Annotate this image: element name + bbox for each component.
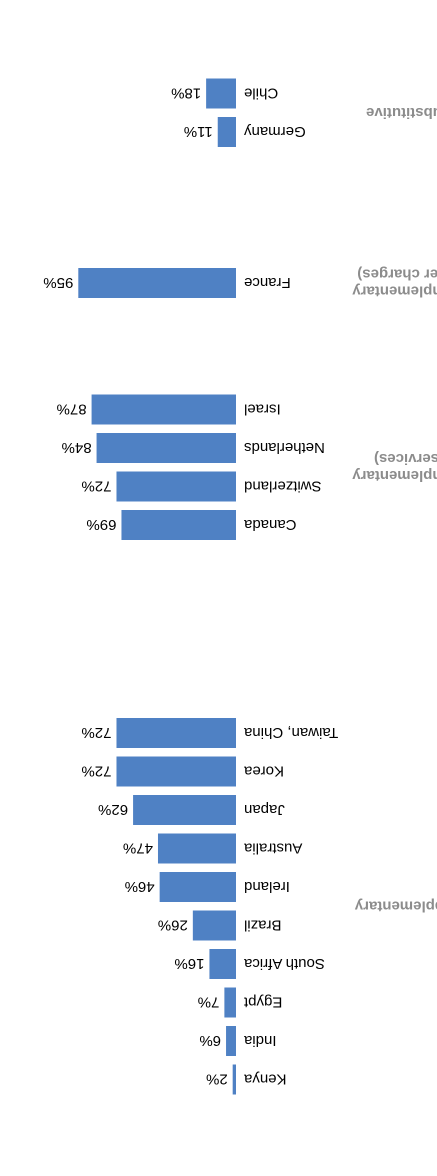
- plot-area: Kenya 2% India 6% Egypt 7% South Africa 16% Braz…: [43, 78, 437, 1095]
- bar-korea: [116, 756, 236, 787]
- value-label: 95%: [43, 274, 73, 291]
- group-label: Complementary(services): [352, 450, 437, 484]
- category-label: Israel: [244, 401, 281, 418]
- group-label-line: Substitutive: [366, 104, 437, 121]
- value-label: 18%: [171, 85, 201, 102]
- category-label: Korea: [243, 763, 284, 780]
- group-1: Canada 69% Switzerland 72% Netherlands 84% Isr…: [57, 394, 437, 540]
- value-label: 47%: [123, 840, 153, 857]
- category-label: South Africa: [243, 955, 325, 972]
- group-label-line: Complementary: [352, 467, 437, 484]
- value-label: 26%: [158, 917, 188, 934]
- group-0: Kenya 2% India 6% Egypt 7% South Africa 16% Braz…: [81, 718, 437, 1095]
- category-label: Canada: [243, 516, 296, 533]
- bar-netherlands: [96, 433, 236, 463]
- value-label: 72%: [81, 478, 111, 495]
- category-label: Egypt: [243, 994, 282, 1011]
- value-label: 46%: [125, 878, 155, 895]
- value-label: 72%: [81, 763, 111, 780]
- value-label: 87%: [57, 401, 87, 418]
- group-label-line: (services): [374, 450, 437, 467]
- bar-germany: [217, 117, 236, 147]
- group-3: Germany 11% Chile 18% Substitutive: [171, 78, 437, 147]
- category-label: Japan: [244, 801, 285, 818]
- value-label: 62%: [98, 801, 128, 818]
- value-label: 2%: [206, 1071, 228, 1088]
- category-label: Germany: [244, 123, 306, 140]
- bar-france: [78, 268, 236, 298]
- bar-canada: [121, 510, 236, 540]
- bar-japan: [133, 795, 236, 825]
- bar-chile: [206, 78, 236, 109]
- value-label: 84%: [62, 439, 92, 456]
- value-label: 16%: [174, 955, 204, 972]
- value-label: 11%: [184, 123, 213, 140]
- group-label-line: (user charges): [357, 266, 437, 283]
- category-label: Brazil: [244, 917, 282, 934]
- group-label-line: Complementary: [352, 283, 437, 300]
- group-2: France 95% Complementary(user charges): [43, 266, 437, 300]
- bar-ireland: [159, 872, 236, 902]
- category-label: Taiwan, China: [243, 724, 338, 741]
- category-label: Netherlands: [244, 439, 325, 456]
- bar-israel: [91, 394, 236, 425]
- category-label: Australia: [243, 840, 302, 857]
- group-label-line: Supplementary: [354, 897, 437, 914]
- bar-switzerland: [116, 471, 236, 502]
- value-label: 6%: [199, 1032, 221, 1049]
- category-label: France: [244, 274, 291, 291]
- category-label: Kenya: [243, 1071, 286, 1088]
- bar-taiwan-china: [116, 718, 236, 748]
- category-label: India: [243, 1032, 276, 1049]
- group-label: Complementary(user charges): [352, 266, 437, 300]
- bar-australia: [157, 833, 236, 864]
- bar-india: [226, 1026, 236, 1056]
- bar-egypt: [224, 987, 236, 1018]
- group-label: Substitutive: [366, 104, 437, 121]
- category-label: Ireland: [244, 878, 290, 895]
- bar-brazil: [192, 910, 236, 941]
- value-label: 72%: [81, 724, 111, 741]
- bar-kenya: [232, 1064, 236, 1095]
- group-label: Supplementary: [354, 897, 437, 914]
- category-label: Chile: [244, 85, 278, 102]
- bar-south-africa: [209, 949, 236, 979]
- value-label: 7%: [198, 994, 220, 1011]
- category-label: Switzerland: [244, 478, 322, 495]
- value-label: 69%: [86, 516, 116, 533]
